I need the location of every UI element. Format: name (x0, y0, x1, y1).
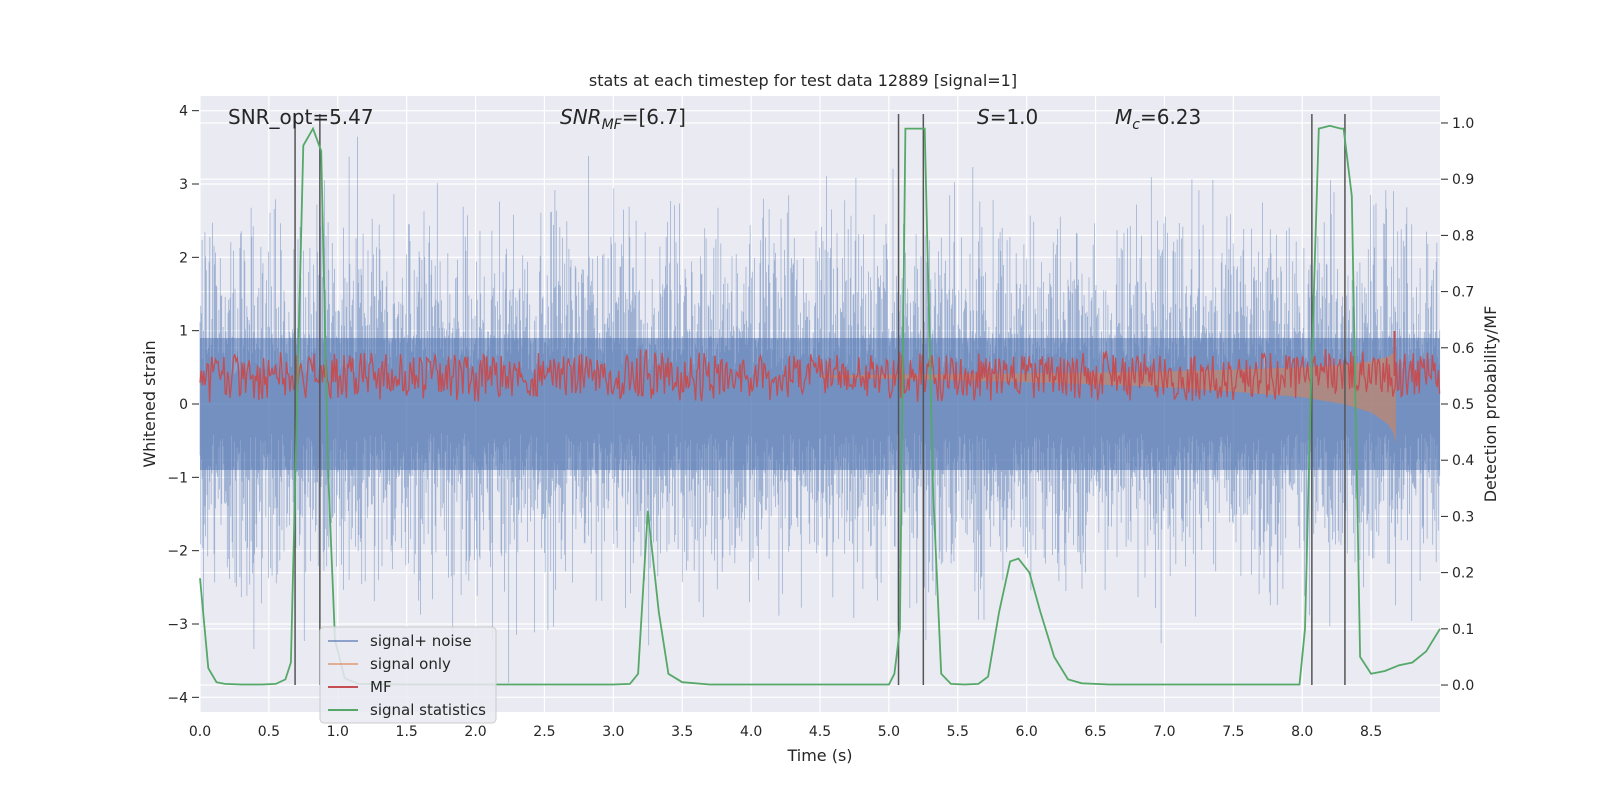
right-y-tick-label: 0.4 (1452, 453, 1474, 469)
mf-series (199, 330, 1441, 403)
y-tick-label: 4 (179, 104, 188, 120)
x-tick-label: 2.0 (464, 724, 486, 740)
right-y-tick-label: 0.7 (1452, 285, 1474, 301)
x-tick-label: 5.0 (878, 724, 900, 740)
x-tick-label: 8.0 (1291, 724, 1313, 740)
right-y-axis-label: Detection probability/MF (1481, 306, 1500, 503)
annotation-snr-mf-sub: MF (602, 117, 623, 133)
annotation-s-value: =1.0 (990, 105, 1039, 129)
y-tick-label: 2 (179, 250, 188, 266)
x-tick-label: 0.5 (258, 724, 280, 740)
right-y-tick-label: 0.9 (1452, 172, 1474, 188)
annotation-snr-mf: SNRMF=[6.7] (560, 105, 686, 133)
x-tick-label: 3.0 (602, 724, 624, 740)
x-tick-label: 3.5 (671, 724, 693, 740)
x-axis-label: Time (s) (786, 746, 852, 765)
x-tick-label: 7.0 (1153, 724, 1175, 740)
legend-label-mf: MF (370, 678, 392, 696)
right-y-axis-ticks: 1.0 0.9 0.8 0.7 0.6 0.5 0.4 0.3 0.2 0.1 0.0 (1441, 116, 1474, 694)
detection-vertical-lines (294, 113, 1346, 686)
right-y-tick-label: 1.0 (1452, 116, 1474, 132)
signal-only-envelope (820, 348, 1396, 444)
x-tick-label: 4.0 (740, 724, 762, 740)
right-y-tick-label: 0.3 (1452, 509, 1474, 525)
legend-label-noise: signal+ noise (370, 632, 472, 650)
chart-title: stats at each timestep for test data 128… (589, 71, 1017, 90)
x-tick-label: 1.5 (396, 724, 418, 740)
x-tick-label: 8.5 (1360, 724, 1382, 740)
y-tick-label: 3 (179, 177, 188, 193)
x-tick-label: 7.5 (1222, 724, 1244, 740)
legend: signal+ noise signal only MF signal stat… (319, 626, 497, 724)
y-tick-label: 1 (179, 324, 188, 340)
annotation-mc-value: =6.23 (1140, 105, 1201, 129)
right-y-tick-label: 0.2 (1452, 566, 1474, 582)
x-tick-label: 2.5 (533, 724, 555, 740)
annotation-s: S=1.0 (977, 105, 1038, 129)
annotation-snr-mf-value: =[6.7] (622, 105, 686, 129)
y-axis-label: Whitened strain (140, 340, 159, 467)
annotation-s-label: S (977, 105, 990, 129)
legend-box (319, 626, 497, 724)
y-tick-label: −1 (167, 470, 188, 486)
y-tick-label: −4 (167, 690, 188, 706)
right-y-tick-label: 0.6 (1452, 341, 1474, 357)
legend-label-signal: signal only (370, 655, 451, 673)
x-tick-label: 6.5 (1084, 724, 1106, 740)
y-tick-label: −3 (167, 617, 188, 633)
right-y-tick-label: 0.1 (1452, 622, 1474, 638)
annotation-mc-sub: c (1132, 117, 1140, 133)
x-tick-label: 6.0 (1016, 724, 1038, 740)
mf-trace (199, 348, 1441, 403)
right-y-tick-label: 0.0 (1452, 678, 1474, 694)
legend-label-stats: signal statistics (370, 701, 486, 719)
x-tick-label: 1.0 (327, 724, 349, 740)
signal-statistics-trace (199, 124, 1441, 686)
y-tick-label: 0 (179, 397, 188, 413)
annotation-snr-mf-main: SNR (560, 105, 602, 129)
signal-statistics-series (199, 124, 1441, 686)
right-y-tick-label: 0.8 (1452, 228, 1474, 244)
signal-only-series (820, 348, 1396, 444)
x-axis-ticks: 0.0 0.5 1.0 1.5 2.0 2.5 3.0 3.5 4.0 4.5 5.0 5.5 6.0 6… (189, 724, 1382, 740)
annotation-mc-main: M (1115, 105, 1132, 129)
y-axis-ticks: 4 3 2 1 0 −1 −2 −3 −4 (167, 104, 199, 706)
annotation-mc: Mc=6.23 (1115, 105, 1201, 133)
x-tick-label: 4.5 (809, 724, 831, 740)
y-tick-label: −2 (167, 544, 188, 560)
annotation-snr-opt: SNR_opt=5.47 (228, 105, 374, 129)
x-tick-label: 5.5 (947, 724, 969, 740)
x-tick-label: 0.0 (189, 724, 211, 740)
right-y-tick-label: 0.5 (1452, 397, 1474, 413)
